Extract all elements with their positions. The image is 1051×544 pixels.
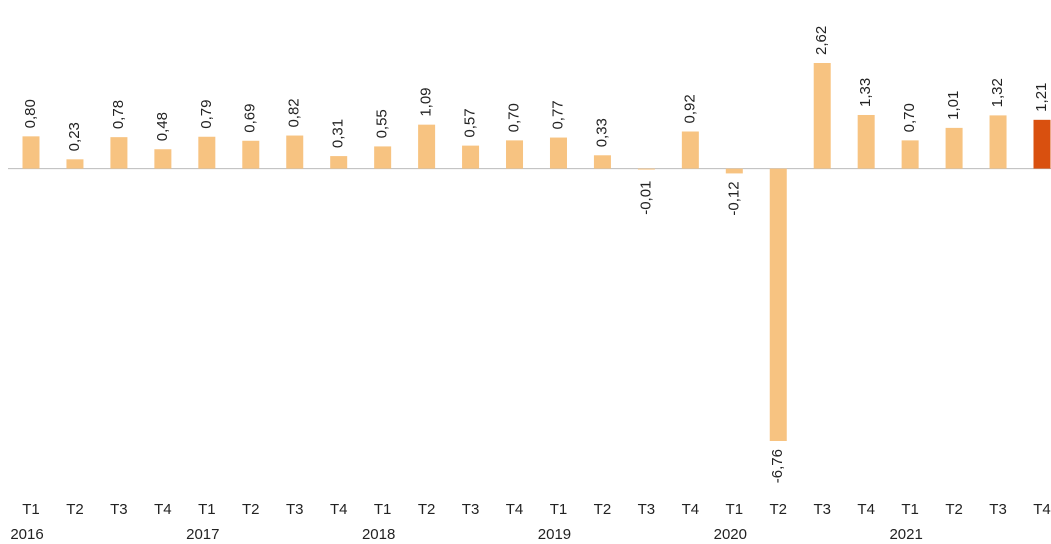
value-label: 0,23 <box>66 122 83 151</box>
bar <box>462 145 480 169</box>
bar <box>418 124 436 169</box>
x-tick-label: T4 <box>1033 501 1051 518</box>
value-label: 0,48 <box>154 112 171 141</box>
value-label: 0,70 <box>901 103 918 132</box>
bar <box>857 114 875 169</box>
value-label: 2,62 <box>813 26 830 55</box>
group-label: 2021 <box>889 526 922 543</box>
group-label: 2019 <box>538 526 571 543</box>
value-label: 0,33 <box>593 118 610 147</box>
x-tick-label: T4 <box>506 501 524 518</box>
bar <box>681 131 699 169</box>
bar <box>286 135 304 169</box>
value-label: 0,70 <box>505 103 522 132</box>
x-tick-label: T1 <box>22 501 40 518</box>
value-label: -0,12 <box>725 181 742 215</box>
value-label: 0,55 <box>374 109 391 138</box>
x-tick-label: T4 <box>330 501 348 518</box>
x-tick-label: T4 <box>154 501 172 518</box>
group-label: 2020 <box>714 526 747 543</box>
value-label: 0,31 <box>330 119 347 148</box>
bar <box>110 137 128 169</box>
value-label: 1,21 <box>1033 83 1050 112</box>
value-label: 0,77 <box>549 100 566 129</box>
value-label: 0,92 <box>681 94 698 123</box>
bar <box>506 140 524 169</box>
x-tick-label: T2 <box>66 501 84 518</box>
value-label: 0,57 <box>462 108 479 137</box>
value-label: -0,01 <box>637 181 654 215</box>
bar <box>549 137 567 169</box>
x-tick-label: T3 <box>989 501 1007 518</box>
bar <box>198 136 216 169</box>
x-tick-label: T4 <box>682 501 700 518</box>
group-label: 2016 <box>10 526 43 543</box>
x-tick-label: T2 <box>770 501 788 518</box>
x-tick-label: T2 <box>242 501 260 518</box>
value-label: 0,82 <box>286 98 303 127</box>
value-label: 1,01 <box>945 91 962 120</box>
value-label: 1,09 <box>418 87 435 116</box>
bar <box>637 168 655 170</box>
x-tick-label: T1 <box>374 501 392 518</box>
x-tick-label: T3 <box>462 501 480 518</box>
bar <box>901 140 919 169</box>
x-tick-label: T2 <box>594 501 612 518</box>
x-tick-label: T3 <box>286 501 304 518</box>
bar <box>989 115 1007 169</box>
x-tick-label: T1 <box>901 501 919 518</box>
bar <box>813 63 831 169</box>
x-tick-label: T2 <box>945 501 963 518</box>
value-label: 1,32 <box>989 78 1006 107</box>
x-tick-label: T4 <box>857 501 875 518</box>
group-label: 2017 <box>186 526 219 543</box>
value-label: -6,76 <box>769 449 786 483</box>
bar <box>66 159 84 169</box>
x-tick-label: T1 <box>198 501 216 518</box>
bar <box>593 155 611 169</box>
bar <box>725 168 743 174</box>
bar <box>242 140 260 169</box>
value-label: 0,69 <box>242 104 259 133</box>
bar <box>1033 119 1051 169</box>
bar <box>22 136 40 169</box>
x-tick-label: T3 <box>813 501 831 518</box>
value-label: 0,80 <box>22 99 39 128</box>
bar <box>769 168 787 441</box>
value-label: 0,79 <box>198 100 215 129</box>
value-label: 0,78 <box>110 100 127 129</box>
value-label: 1,33 <box>857 78 874 107</box>
x-tick-label: T2 <box>418 501 436 518</box>
group-label: 2018 <box>362 526 395 543</box>
x-tick-label: T1 <box>726 501 744 518</box>
bar <box>945 127 963 169</box>
bar <box>154 149 172 169</box>
x-tick-label: T1 <box>550 501 568 518</box>
x-tick-label: T3 <box>110 501 128 518</box>
bar <box>330 156 348 169</box>
bar <box>374 146 392 169</box>
x-tick-label: T3 <box>638 501 656 518</box>
